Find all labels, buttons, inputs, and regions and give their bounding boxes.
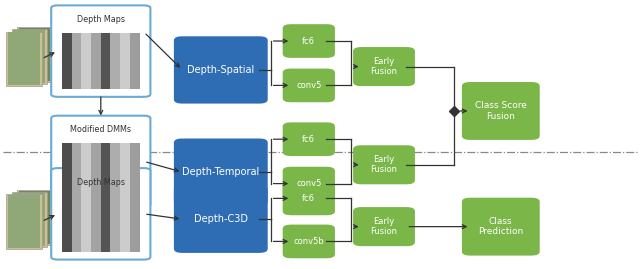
FancyBboxPatch shape [175,37,267,103]
Bar [72,33,81,89]
FancyBboxPatch shape [6,32,42,86]
Bar [111,143,120,199]
Text: Depth-Temporal: Depth-Temporal [182,167,259,177]
Bar [120,196,130,252]
Bar [91,33,101,89]
FancyBboxPatch shape [51,168,150,260]
Text: Early
Fusion: Early Fusion [371,217,397,236]
Bar [8,195,40,248]
Bar [13,30,45,83]
Bar [120,33,130,89]
FancyBboxPatch shape [6,194,42,249]
Text: fc6: fc6 [302,194,316,203]
Bar [62,143,72,199]
Text: conv5: conv5 [296,81,321,90]
Bar [19,28,50,81]
Bar [101,143,111,199]
Bar [111,33,120,89]
FancyBboxPatch shape [284,182,334,214]
Text: Depth Maps: Depth Maps [77,15,125,24]
Bar [111,196,120,252]
Text: Early
Fusion: Early Fusion [371,155,397,175]
Bar [81,143,91,199]
Text: Depth Maps: Depth Maps [77,178,125,186]
Text: conv5: conv5 [296,179,321,188]
FancyBboxPatch shape [12,192,47,247]
Bar [81,33,91,89]
Bar [91,143,101,199]
FancyBboxPatch shape [284,168,334,200]
FancyBboxPatch shape [284,225,334,257]
Bar [101,196,111,252]
FancyBboxPatch shape [51,5,150,97]
Text: Early
Fusion: Early Fusion [371,57,397,76]
FancyBboxPatch shape [175,186,267,252]
FancyBboxPatch shape [463,83,539,139]
FancyBboxPatch shape [12,29,47,84]
Text: Modified DMMs: Modified DMMs [70,125,131,134]
Bar [91,196,101,252]
Text: fc6: fc6 [302,37,316,45]
FancyBboxPatch shape [17,27,52,82]
Bar [8,33,40,85]
FancyBboxPatch shape [175,139,267,205]
Bar [72,196,81,252]
Bar [101,33,111,89]
Bar [81,196,91,252]
Bar [19,191,50,244]
Bar [130,33,140,89]
Bar [62,196,72,252]
Bar [13,193,45,246]
FancyBboxPatch shape [17,190,52,245]
FancyBboxPatch shape [284,123,334,155]
Text: conv5b: conv5b [293,237,324,246]
FancyBboxPatch shape [354,208,414,245]
FancyBboxPatch shape [51,116,150,207]
Bar [62,33,72,89]
FancyBboxPatch shape [354,48,414,85]
Text: Depth-C3D: Depth-C3D [194,214,248,224]
Text: Depth-Spatial: Depth-Spatial [187,65,255,75]
FancyBboxPatch shape [354,146,414,183]
Text: fc6: fc6 [302,135,316,144]
Text: Class Score
Fusion: Class Score Fusion [475,101,527,121]
Bar [130,196,140,252]
Bar [120,143,130,199]
FancyBboxPatch shape [284,69,334,101]
FancyBboxPatch shape [284,25,334,57]
Text: Class
Prediction: Class Prediction [478,217,524,236]
Bar [130,143,140,199]
FancyBboxPatch shape [463,199,539,255]
Bar [72,143,81,199]
